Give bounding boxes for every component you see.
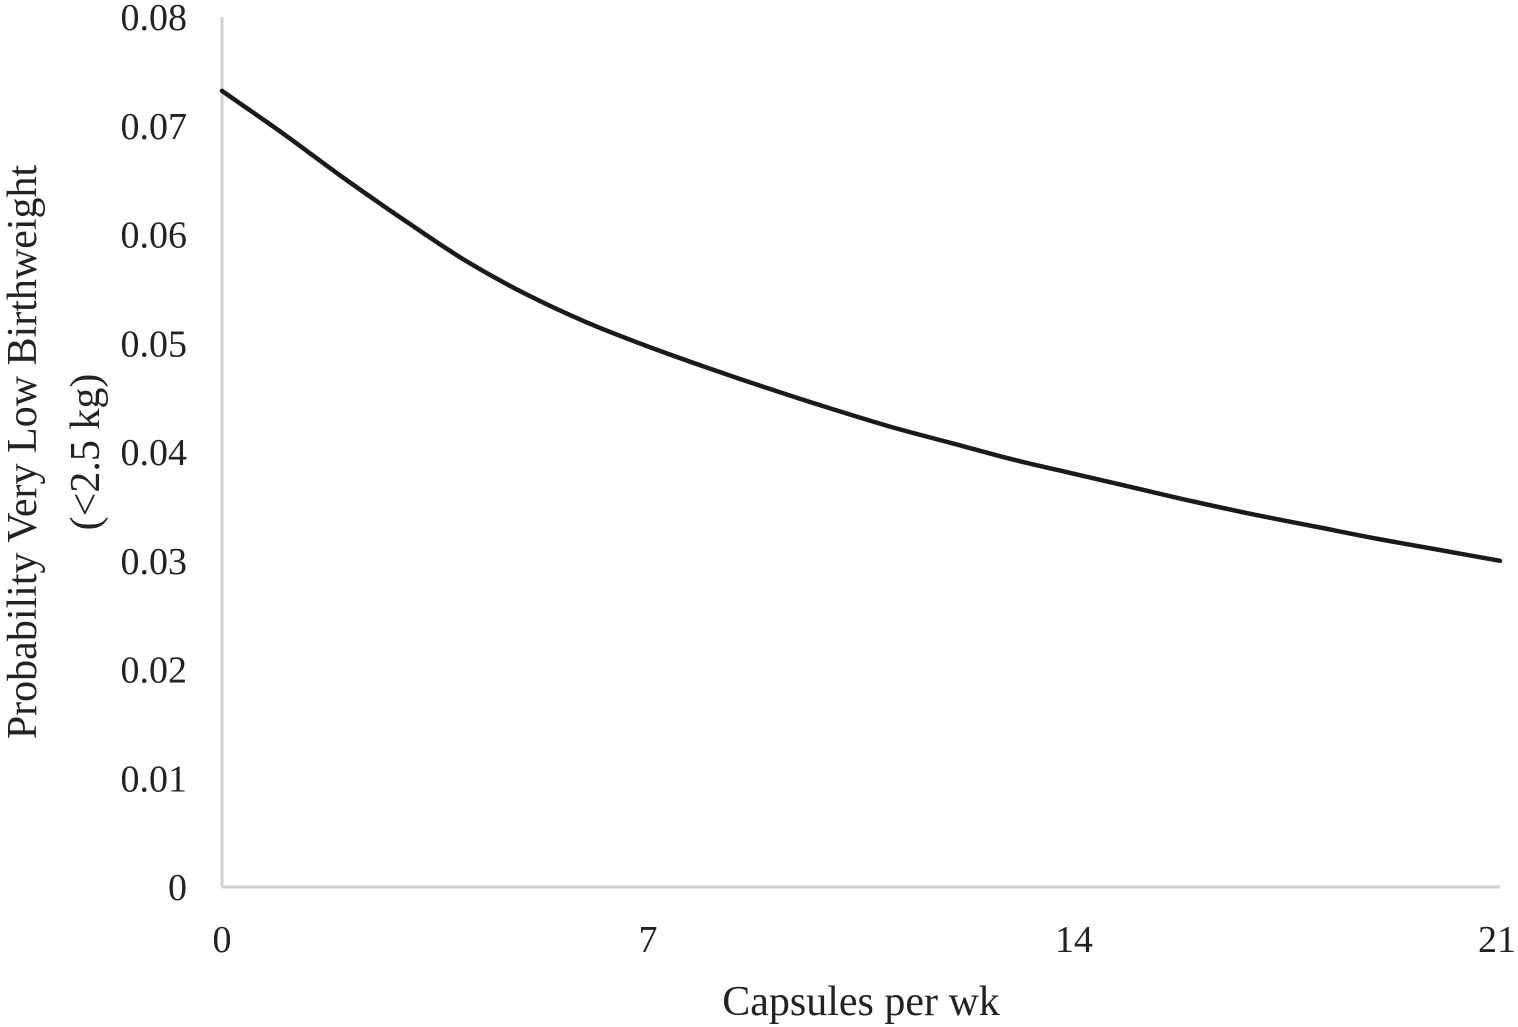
x-axis-ticks: 0 7 14 21 [213,919,1517,961]
y-tick-label: 0.07 [121,106,188,148]
x-axis-title: Capsules per wk [722,979,1000,1025]
series-layer [219,88,1503,564]
y-axis-title-line-2: (<2.5 kg) [63,374,109,531]
y-tick-label: 0.08 [121,0,188,39]
y-tick-label: 0.04 [121,432,188,474]
x-tick-label: 7 [639,919,658,961]
y-tick-label: 0.01 [121,758,188,800]
x-tick-label: 21 [1478,919,1516,961]
y-tick-label: 0.02 [121,650,188,692]
y-axis-ticks: 0 0.01 0.02 0.03 0.04 0.05 0.06 0.07 0.08 [121,0,188,909]
x-tick-label: 0 [213,919,232,961]
y-axis-title-line-1: Probability Very Low Birthweight [0,164,46,739]
x-tick-label: 14 [1055,919,1093,961]
series-line [219,88,1503,564]
y-tick-label: 0.03 [121,541,188,583]
y-axis-title: Probability Very Low Birthweight (<2.5 k… [0,164,109,739]
y-tick-label: 0.06 [121,215,188,257]
y-tick-label: 0 [168,867,187,909]
y-tick-label: 0.05 [121,323,188,365]
